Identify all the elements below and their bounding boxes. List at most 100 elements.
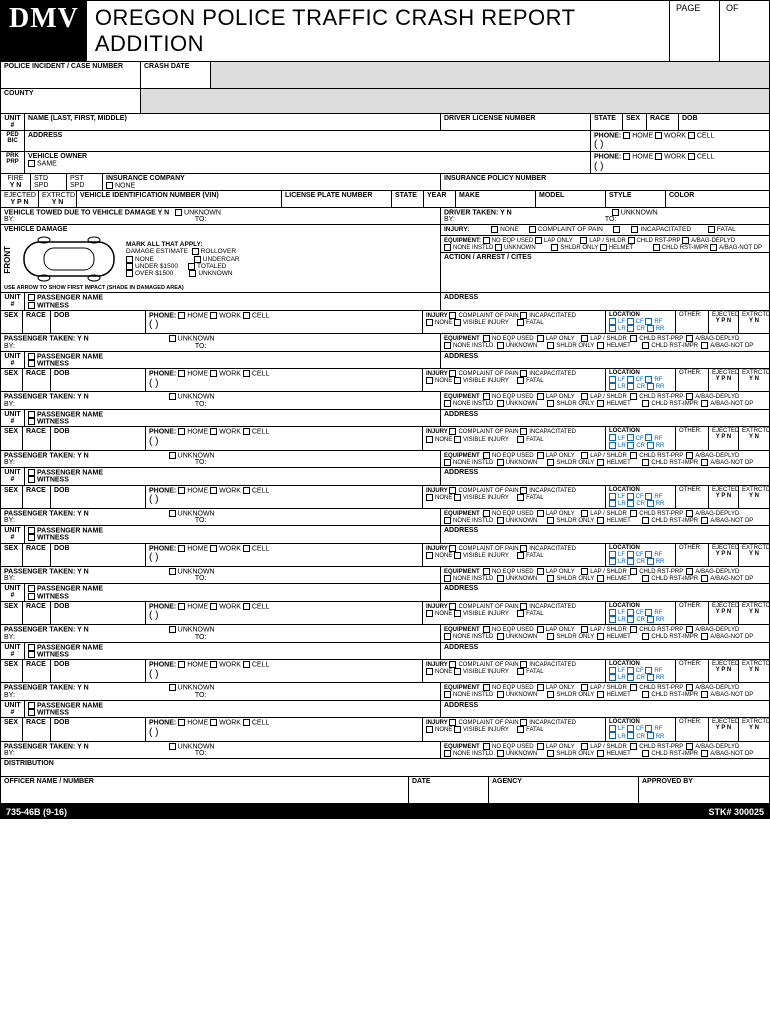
pname-cell[interactable]: PASSENGER NAME WITNESS (25, 352, 441, 369)
pextrctd[interactable]: EXTRCTDY N (739, 486, 769, 508)
pextrctd[interactable]: EXTRCTDY N (739, 544, 769, 566)
pejected[interactable]: EJECTEDY P N (709, 602, 739, 624)
pname-cell[interactable]: PASSENGER NAME WITNESS (25, 584, 441, 601)
pdob[interactable]: DOB (51, 427, 146, 449)
prace[interactable]: RACE (23, 602, 51, 624)
dob-cell[interactable]: DOB (679, 114, 769, 130)
pextrctd[interactable]: EXTRCTDY N (739, 602, 769, 624)
vstate-cell[interactable]: STATE (392, 191, 424, 207)
pname-cell[interactable]: PASSENGER NAME WITNESS (25, 526, 441, 543)
dist-row[interactable]: DISTRIBUTION (1, 759, 769, 777)
pphone[interactable]: PHONE: HOME WORK CELL ( ) (146, 718, 423, 740)
vehicle-diagram[interactable] (14, 234, 124, 284)
name-cell[interactable]: NAME (LAST, FIRST, MIDDLE) (25, 114, 441, 130)
agency-cell[interactable]: AGENCY (489, 777, 639, 803)
pinjury[interactable]: INJURY COMPLAINT OF PAIN INCAPACITATED N… (423, 427, 606, 449)
pequip[interactable]: EQUIPMENT NO EQP USED LAP ONLY LAP / SHL… (441, 509, 769, 525)
unit-col[interactable]: UNIT# (1, 352, 25, 369)
ejected-cell[interactable]: EJECTEDY P N (1, 191, 39, 207)
plocation[interactable]: LOCATION LF CF RF LR CR RR (606, 486, 676, 508)
unit-col[interactable]: UNIT# (1, 410, 25, 427)
ptaken[interactable]: PASSENGER TAKEN: Y NUNKNOWN BY:TO: (1, 392, 441, 408)
pinjury[interactable]: INJURY COMPLAINT OF PAIN INCAPACITATED N… (423, 311, 606, 333)
unit-col[interactable]: UNIT# (1, 584, 25, 601)
pname-cell[interactable]: PASSENGER NAME WITNESS (25, 643, 441, 660)
pother[interactable]: OTHER: (676, 427, 709, 449)
pejected[interactable]: EJECTEDY P N (709, 544, 739, 566)
ptaken[interactable]: PASSENGER TAKEN: Y NUNKNOWN BY:TO: (1, 742, 441, 758)
pname-cell[interactable]: PASSENGER NAME WITNESS (25, 701, 441, 718)
pejected[interactable]: EJECTEDY P N (709, 660, 739, 682)
pdob[interactable]: DOB (51, 369, 146, 391)
pequip[interactable]: EQUIPMENT NO EQP USED LAP ONLY LAP / SHL… (441, 334, 769, 350)
psex[interactable]: SEX (1, 602, 23, 624)
pextrctd[interactable]: EXTRCTDY N (739, 660, 769, 682)
pequip[interactable]: EQUIPMENT NO EQP USED LAP ONLY LAP / SHL… (441, 742, 769, 758)
pother[interactable]: OTHER: (676, 486, 709, 508)
pphone[interactable]: PHONE: HOME WORK CELL ( ) (146, 544, 423, 566)
plocation[interactable]: LOCATION LF CF RF LR CR RR (606, 311, 676, 333)
pextrctd[interactable]: EXTRCTDY N (739, 311, 769, 333)
pequip[interactable]: EQUIPMENT NO EQP USED LAP ONLY LAP / SHL… (441, 451, 769, 467)
make-cell[interactable]: MAKE (456, 191, 536, 207)
pextrctd[interactable]: EXTRCTDY N (739, 718, 769, 740)
paddress-cell[interactable]: ADDRESS (441, 410, 769, 427)
unit-col[interactable]: UNIT# (1, 114, 25, 130)
pphone[interactable]: PHONE: HOME WORK CELL ( ) (146, 369, 423, 391)
phone-cell-2[interactable]: PHONE: HOME WORK CELL ( ) (591, 152, 769, 172)
prace[interactable]: RACE (23, 369, 51, 391)
pequip[interactable]: EQUIPMENT NO EQP USED LAP ONLY LAP / SHL… (441, 625, 769, 641)
officer-cell[interactable]: OFFICER NAME / NUMBER (1, 777, 409, 803)
pejected[interactable]: EJECTEDY P N (709, 718, 739, 740)
ptaken[interactable]: PASSENGER TAKEN: Y NUNKNOWN BY:TO: (1, 334, 441, 350)
pextrctd[interactable]: EXTRCTDY N (739, 369, 769, 391)
paddress-cell[interactable]: ADDRESS (441, 584, 769, 601)
inspol-cell[interactable]: INSURANCE POLICY NUMBER (441, 174, 769, 190)
paddress-cell[interactable]: ADDRESS (441, 643, 769, 660)
paddress-cell[interactable]: ADDRESS (441, 526, 769, 543)
unit-col[interactable]: UNIT# (1, 468, 25, 485)
vin-cell[interactable]: VEHICLE IDENTIFICATION NUMBER (VIN) (77, 191, 282, 207)
paddress-cell[interactable]: ADDRESS (441, 701, 769, 718)
psex[interactable]: SEX (1, 718, 23, 740)
pequip[interactable]: EQUIPMENT NO EQP USED LAP ONLY LAP / SHL… (441, 683, 769, 699)
fire-cell[interactable]: FIREY N (1, 174, 31, 190)
towed-cell[interactable]: VEHICLE TOWED DUE TO VEHICLE DAMAGE Y N … (1, 208, 441, 224)
pother[interactable]: OTHER: (676, 718, 709, 740)
style-cell[interactable]: STYLE (606, 191, 666, 207)
pother[interactable]: OTHER: (676, 660, 709, 682)
pextrctd[interactable]: EXTRCTDY N (739, 427, 769, 449)
pphone[interactable]: PHONE: HOME WORK CELL ( ) (146, 660, 423, 682)
prace[interactable]: RACE (23, 486, 51, 508)
psex[interactable]: SEX (1, 427, 23, 449)
unit-col[interactable]: UNIT# (1, 701, 25, 718)
county-cell[interactable]: COUNTY (1, 89, 141, 113)
pother[interactable]: OTHER: (676, 311, 709, 333)
plocation[interactable]: LOCATION LF CF RF LR CR RR (606, 660, 676, 682)
ptaken[interactable]: PASSENGER TAKEN: Y NUNKNOWN BY:TO: (1, 625, 441, 641)
pstspd-cell[interactable]: PST SPD (67, 174, 103, 190)
crash-date-cell[interactable]: CRASH DATE (141, 62, 211, 88)
ptaken[interactable]: PASSENGER TAKEN: Y NUNKNOWN BY:TO: (1, 567, 441, 583)
year-cell[interactable]: YEAR (424, 191, 456, 207)
ptaken[interactable]: PASSENGER TAKEN: Y NUNKNOWN BY:TO: (1, 683, 441, 699)
pequip[interactable]: EQUIPMENT NO EQP USED LAP ONLY LAP / SHL… (441, 567, 769, 583)
pejected[interactable]: EJECTEDY P N (709, 486, 739, 508)
pinjury[interactable]: INJURY COMPLAINT OF PAIN INCAPACITATED N… (423, 544, 606, 566)
dln-cell[interactable]: DRIVER LICENSE NUMBER (441, 114, 591, 130)
unit-col[interactable]: UNIT# (1, 643, 25, 660)
pinjury[interactable]: INJURY COMPLAINT OF PAIN INCAPACITATED N… (423, 718, 606, 740)
pphone[interactable]: PHONE: HOME WORK CELL ( ) (146, 602, 423, 624)
pejected[interactable]: EJECTEDY P N (709, 311, 739, 333)
psex[interactable]: SEX (1, 660, 23, 682)
pdob[interactable]: DOB (51, 602, 146, 624)
prace[interactable]: RACE (23, 660, 51, 682)
color-cell[interactable]: COLOR (666, 191, 769, 207)
paddress-cell[interactable]: ADDRESS (441, 293, 769, 310)
pphone[interactable]: PHONE: HOME WORK CELL ( ) (146, 311, 423, 333)
race-cell[interactable]: RACE (647, 114, 679, 130)
ptaken[interactable]: PASSENGER TAKEN: Y NUNKNOWN BY:TO: (1, 451, 441, 467)
date-cell[interactable]: DATE (409, 777, 489, 803)
prace[interactable]: RACE (23, 427, 51, 449)
pdob[interactable]: DOB (51, 660, 146, 682)
